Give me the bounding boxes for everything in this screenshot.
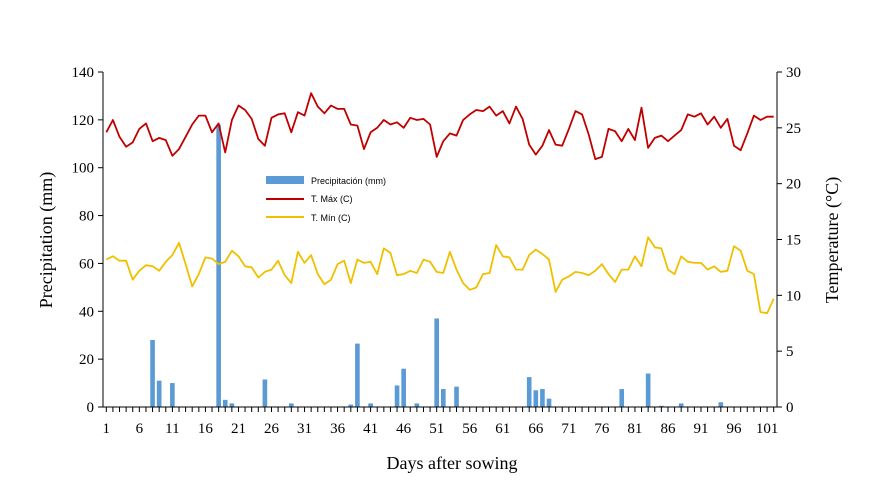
precip-bar-day-52 [440, 389, 446, 407]
x-tick-label: 11 [165, 421, 179, 437]
legend-tmin-label: T. Mín (C) [311, 213, 351, 223]
left-tick-label: 100 [72, 161, 95, 177]
x-tick-label: 71 [561, 421, 576, 437]
precip-bar-day-19 [222, 399, 228, 407]
left-tick-label: 140 [72, 65, 95, 81]
x-axis-title: Days after sowing [387, 453, 518, 473]
x-tick-label: 81 [627, 421, 642, 437]
x-tick-label: 1 [103, 421, 111, 437]
x-tick-label: 41 [363, 421, 378, 437]
x-tick-label: 61 [495, 421, 510, 437]
right-axis-ticks: 0 5 10 15 20 25 30 [777, 65, 801, 416]
x-tick-label: 6 [136, 421, 144, 437]
precip-bar-day-11 [170, 383, 175, 407]
x-tick-label: 26 [264, 421, 280, 437]
x-tick-label: 36 [330, 421, 346, 437]
precip-bar-day-85 [659, 405, 664, 407]
right-tick-label: 5 [786, 344, 794, 360]
precipitation-bars [150, 124, 724, 408]
right-tick-label: 30 [786, 65, 801, 81]
precip-bar-day-9 [156, 380, 162, 407]
precip-bar-day-65 [526, 377, 532, 407]
x-tick-label: 16 [198, 421, 214, 437]
precip-bar-day-38 [348, 404, 354, 407]
x-axis-ticks: 1 6 11 16 21 26 31 36 41 46 51 56 61 66 71 76 81 86 91 96 10… [103, 407, 779, 437]
legend-precip-swatch [266, 176, 304, 184]
x-tick-label: 31 [297, 421, 312, 437]
x-tick-label: 21 [231, 421, 246, 437]
left-tick-label: 20 [79, 352, 94, 368]
tmin-line [105, 236, 775, 315]
left-axis-title: Precipitation (mm) [36, 172, 57, 308]
precip-bar-day-94 [718, 402, 724, 407]
right-tick-label: 15 [786, 233, 801, 249]
x-tick-label: 56 [462, 421, 478, 437]
x-tick-label: 51 [429, 421, 444, 437]
precip-bar-day-29 [289, 403, 294, 407]
right-tick-label: 20 [786, 177, 801, 193]
right-tick-label: 25 [786, 121, 801, 137]
x-tick-label: 101 [756, 421, 779, 437]
precip-bar-day-51 [434, 318, 440, 407]
left-tick-label: 60 [79, 256, 94, 272]
right-tick-label: 10 [786, 288, 801, 304]
left-tick-label: 40 [79, 304, 94, 320]
precip-bar-day-54 [454, 386, 459, 407]
precip-bar-day-83 [645, 373, 651, 407]
precip-bar-day-66 [533, 390, 539, 407]
precip-bar-day-79 [619, 389, 625, 407]
precip-bar-day-88 [678, 403, 684, 407]
precip-bar-day-45 [394, 385, 400, 407]
precip-bar-day-67 [540, 389, 545, 407]
precip-bar-day-20 [229, 403, 235, 407]
x-tick-label: 46 [396, 421, 412, 437]
right-tick-label: 0 [786, 400, 794, 416]
tmax-line [105, 92, 774, 160]
left-tick-label: 120 [72, 113, 95, 129]
x-tick-label: 86 [660, 421, 676, 437]
x-tick-label: 91 [694, 421, 709, 437]
left-tick-label: 80 [79, 209, 94, 225]
legend-precip-label: Precipitación (mm) [311, 176, 386, 186]
precip-bar-day-46 [401, 368, 406, 407]
x-tick-label: 66 [528, 421, 544, 437]
precip-bar-day-41 [368, 403, 373, 407]
legend-tmax-label: T. Máx (C) [311, 194, 353, 204]
precip-bar-day-48 [414, 403, 420, 407]
left-axis-ticks: 0 20 40 60 80 100 120 140 [72, 65, 103, 416]
left-tick-label: 0 [87, 400, 95, 416]
precip-bar-day-25 [262, 379, 268, 407]
legend: Precipitación (mm) T. Máx (C) T. Mín (C) [266, 176, 386, 223]
x-tick-label: 76 [594, 421, 610, 437]
precip-bar-day-8 [150, 340, 155, 407]
x-tick-label: 96 [727, 421, 743, 437]
precip-bar-day-18 [216, 124, 221, 408]
precip-bar-day-39 [355, 343, 360, 407]
precip-bar-day-68 [546, 398, 552, 407]
right-axis-title: Temperature (°C) [822, 177, 843, 303]
